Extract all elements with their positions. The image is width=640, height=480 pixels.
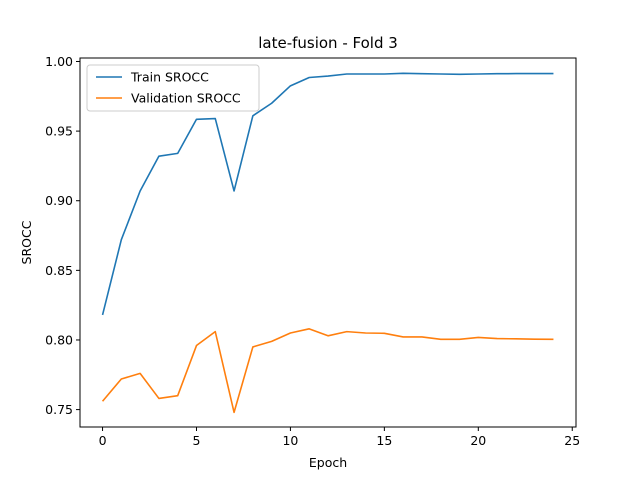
x-tick-label: 25 xyxy=(564,433,580,448)
y-tick-label: 1.00 xyxy=(45,54,73,69)
y-tick-label: 0.80 xyxy=(45,332,73,347)
y-tick-label: 0.85 xyxy=(45,263,73,278)
x-tick-label: 5 xyxy=(193,433,201,448)
axes-frame xyxy=(79,57,577,428)
x-axis: 0 5 10 15 20 25 xyxy=(99,427,580,448)
x-tick-label: 20 xyxy=(470,433,486,448)
y-tick-label: 0.90 xyxy=(45,193,73,208)
series-line-train xyxy=(101,72,554,316)
plot-area xyxy=(101,72,554,414)
y-axis: 0.75 0.80 0.85 0.90 0.95 1.00 xyxy=(45,54,80,417)
x-tick-label: 0 xyxy=(99,433,107,448)
y-tick-label: 0.95 xyxy=(45,124,73,139)
x-tick-label: 10 xyxy=(282,433,298,448)
legend-label: Validation SROCC xyxy=(131,91,241,106)
y-axis-label: SROCC xyxy=(19,220,34,264)
legend-box xyxy=(86,64,260,112)
series-line-validation xyxy=(101,328,554,414)
legend-label: Train SROCC xyxy=(130,70,209,85)
legend: Train SROCC Validation SROCC xyxy=(86,64,260,112)
x-tick-label: 15 xyxy=(376,433,392,448)
chart-title: late-fusion - Fold 3 xyxy=(258,34,398,52)
x-axis-label: Epoch xyxy=(309,455,347,470)
y-tick-label: 0.75 xyxy=(45,402,73,417)
